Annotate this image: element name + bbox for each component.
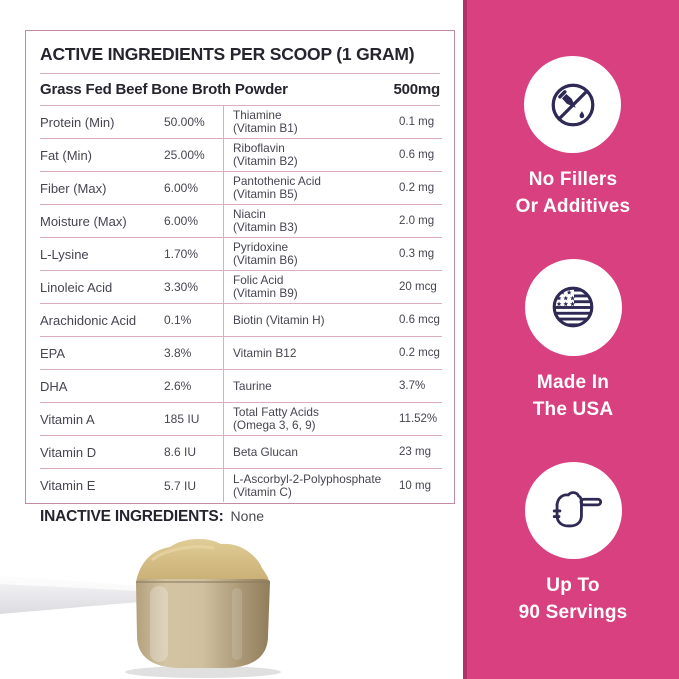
usa-flag-icon [552, 287, 594, 328]
divider [40, 73, 440, 74]
ingredient-name: DHA [40, 370, 164, 403]
ingredient-value: 8.6 IU [164, 436, 223, 469]
ingredient-value: 0.2 mcg [399, 337, 442, 370]
scoop-icon [552, 491, 603, 528]
ingredients-table: Protein (Min) 50.00% Thiamine (Vitamin B… [40, 106, 442, 502]
badge-circle [524, 258, 622, 356]
ingredient-name: Linoleic Acid [40, 271, 164, 304]
ingredient-value: 0.2 mg [399, 172, 442, 205]
ingredient-value: 185 IU [164, 403, 223, 436]
subheader-row: Grass Fed Beef Bone Broth Powder 500mg [40, 74, 440, 105]
ingredient-value: 50.00% [164, 106, 223, 139]
ingredient-name: L-Lysine [40, 238, 164, 271]
badge-no-fillers: No Fillers Or Additives [516, 56, 631, 221]
ingredient-value: 2.0 mg [399, 205, 442, 238]
ingredient-value: 0.1% [164, 304, 223, 337]
ingredient-name: Vitamin A [40, 403, 164, 436]
badge-circle [524, 56, 622, 153]
ingredient-value: 25.00% [164, 139, 223, 172]
ingredient-name: Biotin (Vitamin H) [223, 304, 399, 337]
subheader-amount: 500mg [393, 81, 440, 98]
ingredient-name: Taurine [223, 370, 399, 403]
badge-label: No Fillers Or Additives [515, 169, 631, 217]
inactive-ingredients-row: INACTIVE INGREDIENTS: None [40, 508, 264, 526]
ingredient-name: Total Fatty Acids (Omega 3, 6, 9) [223, 403, 399, 436]
ingredient-name: Beta Glucan [223, 436, 399, 469]
ingredient-value: 3.8% [164, 337, 223, 370]
ingredient-name: L-Ascorbyl-2-Polyphosphate (Vitamin C) [223, 469, 399, 502]
ingredient-name: Arachidonic Acid [40, 304, 164, 337]
ingredient-name: Thiamine (Vitamin B1) [223, 106, 399, 139]
inactive-ingredients-value: None [230, 508, 265, 524]
ingredient-name: Pantothenic Acid (Vitamin B5) [223, 172, 399, 205]
no-additives-icon [551, 83, 595, 126]
ingredient-value: 0.3 mg [399, 238, 442, 271]
badge-label: Made In The USA [532, 371, 614, 420]
ingredient-name: Fat (Min) [40, 139, 164, 172]
ingredient-value: 1.70% [164, 238, 223, 271]
ingredient-value: 23 mg [399, 436, 442, 469]
ingredient-value: 11.52% [399, 403, 442, 436]
ingredient-value: 20 mcg [399, 271, 442, 304]
badge-servings: Up To 90 Servings [518, 461, 628, 627]
inactive-ingredients-label: INACTIVE INGREDIENTS: [40, 508, 224, 525]
ingredient-name: Vitamin B12 [223, 337, 399, 370]
ingredient-value: 6.00% [164, 205, 223, 238]
ingredient-name: Riboflavin (Vitamin B2) [223, 139, 399, 172]
ingredient-value: 0.6 mcg [399, 304, 442, 337]
powder-scoop-photo [0, 538, 281, 678]
ingredient-name: Fiber (Max) [40, 172, 164, 205]
ingredient-value: 3.30% [164, 271, 223, 304]
ingredient-name: Vitamin D [40, 436, 164, 469]
ingredient-name: Vitamin E [40, 478, 96, 493]
subheader-ingredient: Grass Fed Beef Bone Broth Powder [40, 81, 288, 98]
ingredient-name: EPA [40, 337, 164, 370]
benefits-sidebar: No Fillers Or Additives [463, 0, 679, 679]
ingredient-value: 0.1 mg [399, 106, 442, 139]
divider [40, 105, 440, 106]
active-ingredients-panel: ACTIVE INGREDIENTS PER SCOOP (1 GRAM) Gr… [25, 30, 455, 504]
ingredient-value: 5.7 IU [164, 478, 197, 493]
badge-made-in-usa: Made In The USA [524, 258, 622, 424]
ingredient-value: 3.7% [399, 370, 442, 403]
ingredient-name: Moisture (Max) [40, 205, 164, 238]
badge-label: Up To 90 Servings [518, 574, 628, 623]
ingredient-name: Pyridoxine (Vitamin B6) [223, 238, 399, 271]
ingredient-value: 10 mg [399, 479, 431, 492]
badge-circle [524, 461, 622, 559]
ingredient-name: Folic Acid (Vitamin B9) [223, 271, 399, 304]
ingredient-name: Protein (Min) [40, 106, 164, 139]
ingredient-value: 2.6% [164, 370, 223, 403]
ingredient-name: Niacin (Vitamin B3) [223, 205, 399, 238]
ingredient-value: 0.6 mg [399, 139, 442, 172]
panel-title: ACTIVE INGREDIENTS PER SCOOP (1 GRAM) [40, 44, 415, 64]
ingredient-value: 6.00% [164, 172, 223, 205]
